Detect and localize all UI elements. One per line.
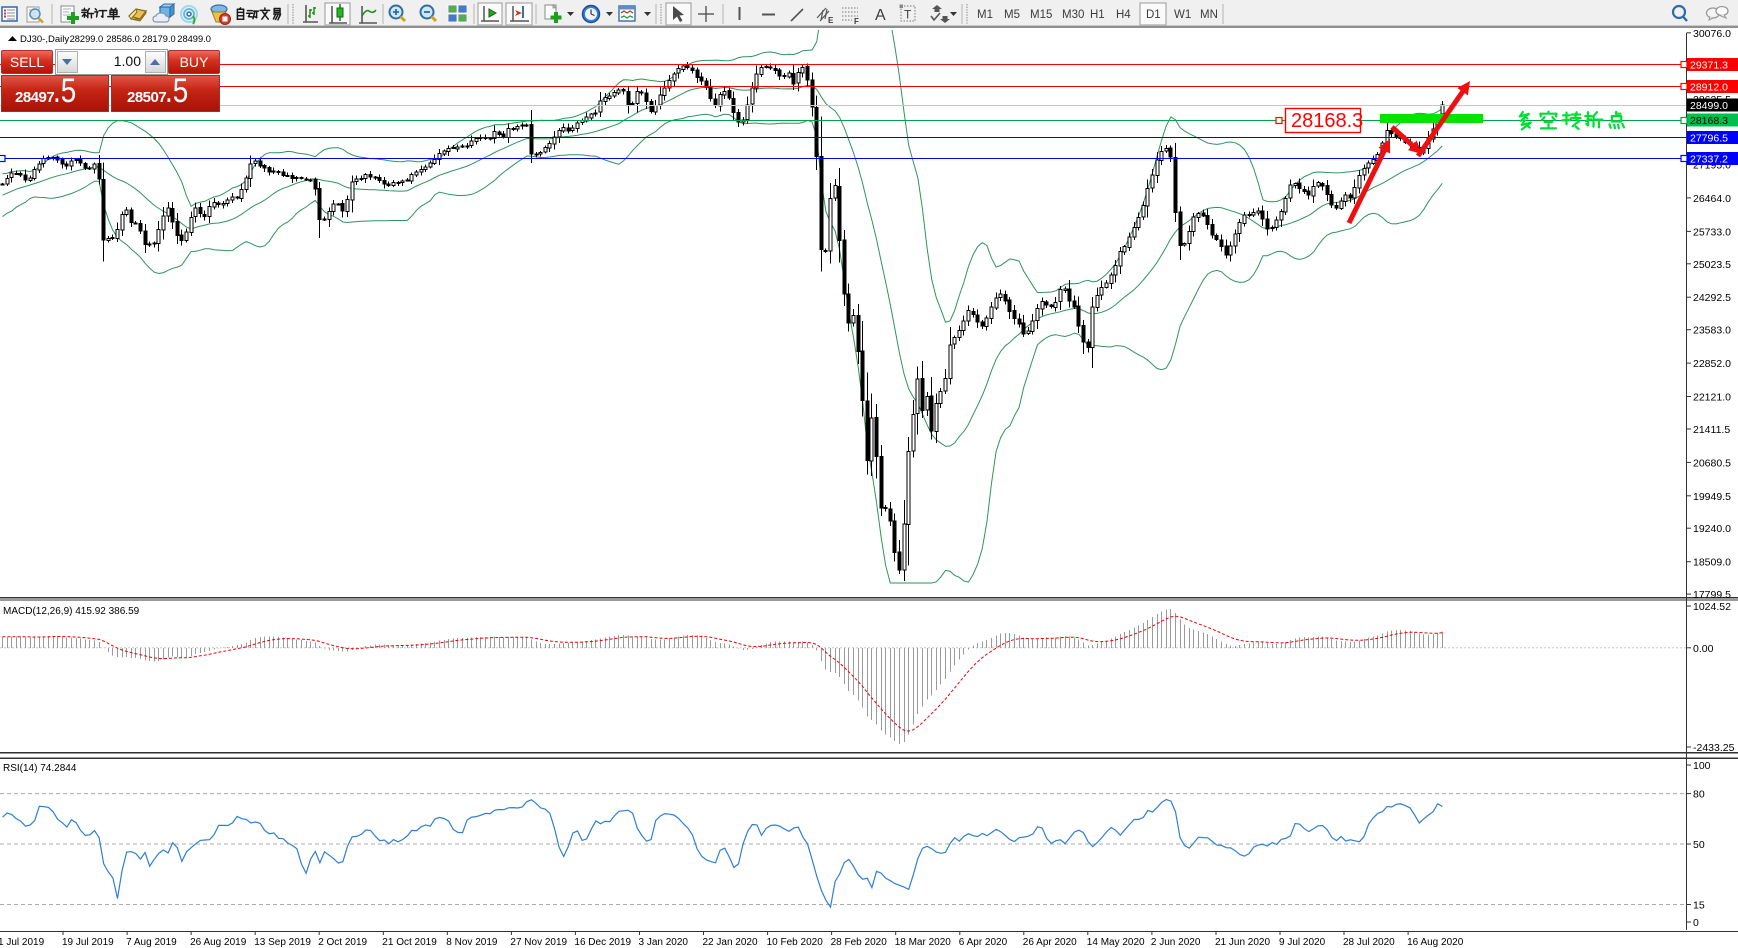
svg-text:8 Nov 2019: 8 Nov 2019 <box>446 937 498 948</box>
svg-text:23583.0: 23583.0 <box>1693 325 1731 337</box>
svg-text:9 Jul 2020: 9 Jul 2020 <box>1279 937 1326 948</box>
svg-text:3 Jan 2020: 3 Jan 2020 <box>639 937 689 948</box>
svg-text:28912.0: 28912.0 <box>1690 82 1728 94</box>
svg-text:D1: D1 <box>1146 9 1161 21</box>
svg-text:M15: M15 <box>1030 9 1052 21</box>
svg-text:16 Dec 2019: 16 Dec 2019 <box>574 937 631 948</box>
svg-text:H4: H4 <box>1116 9 1131 21</box>
svg-text:6 Apr 2020: 6 Apr 2020 <box>959 937 1008 948</box>
svg-text:27337.2: 27337.2 <box>1690 154 1728 166</box>
svg-text:28 Jul 2020: 28 Jul 2020 <box>1343 937 1395 948</box>
svg-text:28168.3: 28168.3 <box>1291 110 1363 132</box>
svg-text:1 Jul 2019: 1 Jul 2019 <box>0 937 45 948</box>
svg-text:50: 50 <box>1693 839 1705 851</box>
svg-text:MACD(12,26,9) 415.92 386.59: MACD(12,26,9) 415.92 386.59 <box>3 606 140 617</box>
svg-text:7 Aug 2019: 7 Aug 2019 <box>126 937 177 948</box>
svg-text:30076.0: 30076.0 <box>1693 28 1731 40</box>
svg-text:M1: M1 <box>977 9 993 21</box>
svg-text:19949.5: 19949.5 <box>1693 491 1731 503</box>
svg-text:-2433.25: -2433.25 <box>1693 742 1735 754</box>
svg-text:13 Sep 2019: 13 Sep 2019 <box>254 937 311 948</box>
svg-text:25733.0: 25733.0 <box>1693 226 1731 238</box>
svg-text:28299.0: 28299.0 <box>70 34 104 44</box>
svg-text:19240.0: 19240.0 <box>1693 523 1731 535</box>
svg-text:10 Feb 2020: 10 Feb 2020 <box>767 937 824 948</box>
svg-text:28499.0: 28499.0 <box>1690 100 1728 112</box>
svg-text:22 Jan 2020: 22 Jan 2020 <box>703 937 758 948</box>
svg-text:15: 15 <box>1693 900 1705 912</box>
svg-text:26 Aug 2019: 26 Aug 2019 <box>190 937 247 948</box>
svg-text:MN: MN <box>1200 9 1218 21</box>
svg-text:T: T <box>904 8 912 22</box>
svg-text:21 Oct 2019: 21 Oct 2019 <box>382 937 437 948</box>
svg-text:0: 0 <box>1693 917 1699 929</box>
svg-text:100: 100 <box>1693 760 1711 772</box>
svg-text:14 May 2020: 14 May 2020 <box>1087 937 1145 948</box>
svg-text:19 Jul 2019: 19 Jul 2019 <box>62 937 114 948</box>
svg-text:80: 80 <box>1693 789 1705 801</box>
svg-text:21 Jun 2020: 21 Jun 2020 <box>1215 937 1270 948</box>
svg-text:M30: M30 <box>1062 9 1084 21</box>
svg-text:29371.3: 29371.3 <box>1690 60 1728 72</box>
svg-text:22852.0: 22852.0 <box>1693 358 1731 370</box>
svg-text:22121.0: 22121.0 <box>1693 392 1731 404</box>
svg-text:27796.5: 27796.5 <box>1690 133 1728 145</box>
svg-text:17799.5: 17799.5 <box>1693 589 1731 601</box>
svg-text:1024.52: 1024.52 <box>1693 601 1731 613</box>
svg-text:F: F <box>854 17 859 26</box>
svg-text:25023.5: 25023.5 <box>1693 259 1731 271</box>
svg-text:16 Aug 2020: 16 Aug 2020 <box>1407 937 1464 948</box>
svg-text:26 Apr 2020: 26 Apr 2020 <box>1023 937 1077 948</box>
svg-text:28179.0: 28179.0 <box>142 34 176 44</box>
svg-text:28586.0: 28586.0 <box>106 34 140 44</box>
svg-text:24292.5: 24292.5 <box>1693 292 1731 304</box>
svg-text:DJ30-,Daily: DJ30-,Daily <box>20 34 69 45</box>
svg-text:E: E <box>828 16 834 25</box>
svg-text:A: A <box>875 7 886 24</box>
svg-text:RSI(14) 74.2844: RSI(14) 74.2844 <box>3 763 77 774</box>
svg-text:27 Nov 2019: 27 Nov 2019 <box>510 937 567 948</box>
svg-text:28 Feb 2020: 28 Feb 2020 <box>831 937 888 948</box>
svg-text:28168.3: 28168.3 <box>1690 115 1728 127</box>
svg-text:H1: H1 <box>1090 9 1105 21</box>
svg-text:28499.0: 28499.0 <box>177 34 211 44</box>
svg-text:0.00: 0.00 <box>1693 643 1714 655</box>
svg-text:18 Mar 2020: 18 Mar 2020 <box>895 937 952 948</box>
svg-text:26464.0: 26464.0 <box>1693 193 1731 205</box>
svg-text:2 Oct 2019: 2 Oct 2019 <box>318 937 367 948</box>
svg-text:20680.5: 20680.5 <box>1693 457 1731 469</box>
svg-text:W1: W1 <box>1174 9 1191 21</box>
svg-text:M5: M5 <box>1004 9 1020 21</box>
svg-text:2 Jun 2020: 2 Jun 2020 <box>1151 937 1201 948</box>
svg-text:21411.5: 21411.5 <box>1693 424 1730 436</box>
svg-text:18509.0: 18509.0 <box>1693 557 1731 569</box>
